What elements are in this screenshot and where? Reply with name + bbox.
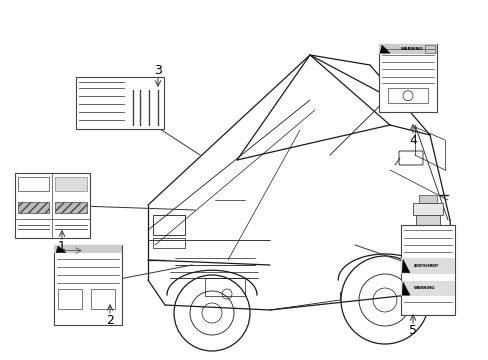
Bar	[55, 176, 86, 191]
Bar	[418, 195, 436, 203]
Bar	[54, 245, 122, 253]
Bar	[400, 258, 454, 274]
Bar	[412, 203, 442, 215]
Polygon shape	[401, 259, 409, 273]
Bar	[400, 225, 454, 315]
Bar	[378, 44, 436, 54]
Text: 1: 1	[58, 239, 66, 252]
Bar	[387, 88, 427, 103]
Bar	[58, 289, 81, 309]
Text: WARNING: WARNING	[400, 47, 423, 51]
Polygon shape	[379, 45, 389, 53]
Text: WARNING: WARNING	[413, 287, 434, 291]
Text: AVERTISSEMENT: AVERTISSEMENT	[413, 264, 438, 268]
Bar	[153, 215, 184, 235]
Bar	[415, 215, 439, 225]
Bar	[18, 176, 49, 191]
Bar	[54, 245, 122, 325]
Bar	[378, 44, 436, 112]
Text: 5: 5	[408, 324, 416, 337]
Bar	[55, 202, 86, 213]
Bar	[91, 289, 115, 309]
Polygon shape	[401, 282, 409, 295]
Polygon shape	[56, 246, 66, 253]
Text: 4: 4	[408, 134, 416, 147]
Bar	[18, 202, 49, 213]
Bar	[15, 172, 89, 238]
Bar	[424, 45, 434, 53]
Text: 3: 3	[154, 64, 162, 77]
Bar	[400, 281, 454, 296]
Bar	[153, 238, 184, 248]
Bar	[76, 77, 163, 129]
Bar	[204, 278, 244, 296]
Text: 2: 2	[106, 314, 114, 327]
